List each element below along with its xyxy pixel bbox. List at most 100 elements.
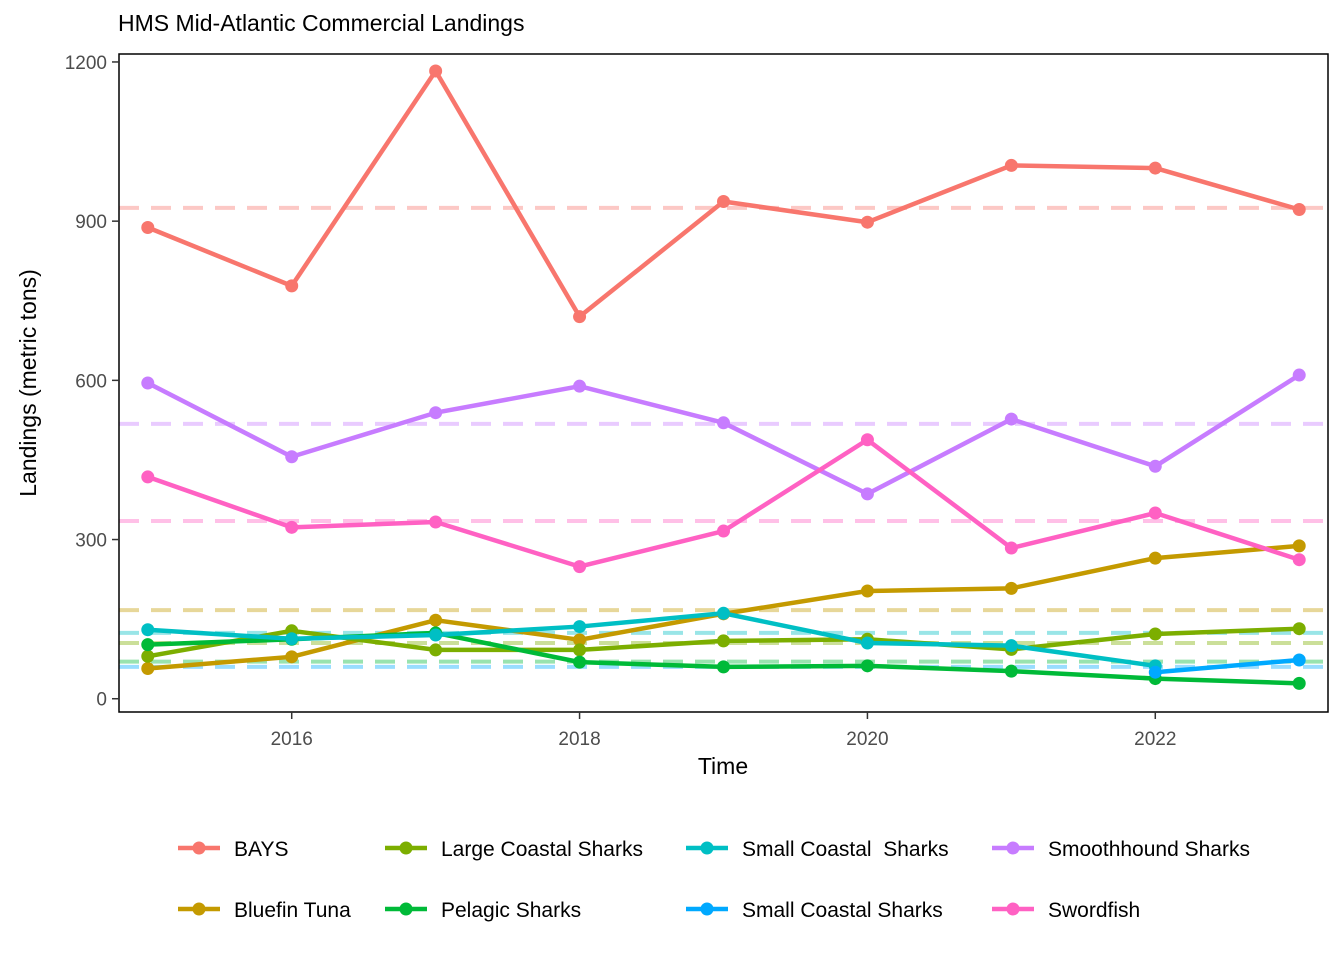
legend-label: Small Coastal Sharks (742, 899, 943, 922)
data-point-small-coastal-sharks-2023 (1292, 653, 1306, 667)
x-tick-label: 2018 (558, 729, 600, 750)
data-point-smoothhound-sharks-2016 (285, 450, 299, 464)
x-tick-label: 2020 (846, 729, 888, 750)
data-point-bluefin-tuna-2015 (141, 661, 155, 675)
data-point-small-coastal-sharks-2015 (141, 623, 155, 637)
data-point-smoothhound-sharks-2015 (141, 376, 155, 390)
data-point-large-coastal-sharks-2015 (141, 649, 155, 663)
series-line-bays-0 (146, 68, 1300, 319)
data-point-small-coastal-sharks-2021 (1004, 639, 1018, 653)
data-point-swordfish-2021 (1004, 541, 1018, 555)
data-point-bluefin-tuna-2023 (1292, 539, 1306, 553)
y-tick-label: 0 (96, 690, 107, 711)
legend-key-point (192, 841, 206, 855)
data-point-smoothhound-sharks-2021 (1004, 412, 1018, 426)
legend-key-point (700, 902, 714, 916)
data-point-large-coastal-sharks-2022 (1148, 627, 1162, 641)
data-point-bluefin-tuna-2018 (573, 633, 587, 647)
legend-label: Smoothhound Sharks (1048, 838, 1250, 861)
data-point-small-coastal-sharks-2016 (285, 632, 299, 646)
legend-label: Large Coastal Sharks (441, 838, 643, 861)
data-point-large-coastal-sharks-2018 (573, 643, 587, 657)
x-axis-title: Time (698, 753, 748, 779)
legend-item-small-coastal-sharks: Small Coastal Sharks (686, 838, 949, 861)
x-axis: 2016 2018 2020 2022 (271, 712, 1176, 750)
series-lines (146, 68, 1301, 686)
data-point-large-coastal-sharks-2017 (429, 643, 443, 657)
data-point-pelagic-sharks-2021 (1004, 664, 1018, 678)
legend-item-pelagic-sharks: Pelagic Sharks (385, 899, 581, 922)
data-point-bays-2015 (141, 221, 155, 235)
legend-item-bays: BAYS (178, 838, 288, 861)
data-point-small-coastal-sharks-2018 (573, 620, 587, 634)
data-point-bays-2021 (1004, 158, 1018, 172)
data-point-swordfish-2018 (573, 560, 587, 574)
data-point-bluefin-tuna-2022 (1148, 551, 1162, 565)
data-point-swordfish-2017 (429, 515, 443, 529)
legend-label: BAYS (234, 838, 288, 861)
data-point-pelagic-sharks-2015 (141, 638, 155, 652)
data-point-bays-2016 (285, 279, 299, 293)
data-point-bluefin-tuna-2021 (1004, 581, 1018, 595)
legend-item-large-coastal-sharks: Large Coastal Sharks (385, 838, 643, 861)
data-point-small-coastal-sharks-2019 (717, 606, 730, 620)
y-tick-label: 600 (75, 371, 107, 392)
data-point-large-coastal-sharks-2023 (1292, 622, 1306, 636)
legend-label: Small Coastal Sharks (742, 838, 949, 861)
data-point-large-coastal-sharks-2019 (717, 634, 730, 648)
plot-panel-border (118, 53, 1329, 713)
legend-key-point (399, 841, 413, 855)
legend-key-point (399, 902, 413, 916)
y-tick-label: 300 (75, 531, 107, 552)
legend-label: Bluefin Tuna (234, 899, 351, 922)
legend-key-point (1006, 841, 1020, 855)
legend: BAYS Large Coastal Sharks Small Coastal Sh… (178, 838, 1250, 922)
data-point-pelagic-sharks-2019 (717, 660, 730, 674)
data-point-small-coastal-sharks-2020 (860, 636, 874, 650)
data-point-bays-2022 (1148, 161, 1162, 175)
data-point-bluefin-tuna-2016 (285, 650, 299, 664)
data-point-bays-2020 (860, 215, 874, 229)
data-point-smoothhound-sharks-2020 (860, 487, 874, 501)
data-point-pelagic-sharks-2023 (1292, 676, 1306, 690)
data-point-swordfish-2020 (860, 433, 874, 447)
data-point-bays-2019 (717, 195, 730, 209)
data-point-bluefin-tuna-2017 (429, 613, 443, 627)
data-point-pelagic-sharks-2018 (573, 655, 587, 669)
data-point-bays-2023 (1292, 202, 1306, 216)
legend-key-point (1006, 902, 1020, 916)
data-point-smoothhound-sharks-2023 (1292, 368, 1306, 382)
legend-label: Pelagic Sharks (441, 899, 581, 922)
legend-label: Swordfish (1048, 899, 1140, 922)
y-tick-label: 900 (75, 212, 107, 233)
x-tick-label: 2022 (1134, 729, 1176, 750)
data-point-swordfish-2015 (141, 470, 155, 484)
series-line-small-coastal-sharks-4 (147, 611, 1156, 669)
legend-item-swordfish: Swordfish (992, 899, 1140, 922)
data-point-bays-2018 (573, 310, 587, 324)
y-axis: 0 300 600 900 1200 (65, 53, 119, 711)
y-tick-label: 1200 (65, 53, 107, 74)
data-point-bluefin-tuna-2020 (860, 584, 874, 598)
series-line-small-coastal-sharks-5 (1155, 657, 1300, 675)
data-point-small-coastal-sharks-2017 (429, 628, 443, 642)
data-point-smoothhound-sharks-2022 (1148, 459, 1162, 473)
legend-item-small-coastal-sharks: Small Coastal Sharks (686, 899, 943, 922)
data-point-smoothhound-sharks-2018 (573, 379, 587, 393)
legend-item-smoothhound-sharks: Smoothhound Sharks (992, 838, 1250, 861)
data-point-swordfish-2023 (1292, 553, 1306, 567)
legend-key-point (700, 841, 714, 855)
legend-key-point (192, 902, 206, 916)
data-point-pelagic-sharks-2020 (860, 659, 874, 673)
data-point-bays-2017 (429, 64, 443, 78)
data-point-smoothhound-sharks-2019 (717, 416, 730, 430)
data-point-swordfish-2022 (1148, 506, 1162, 520)
data-point-swordfish-2019 (717, 524, 730, 538)
y-axis-title: Landings (metric tons) (15, 269, 41, 497)
series-points (141, 64, 1306, 690)
data-point-swordfish-2016 (285, 520, 299, 534)
chart-title: HMS Mid-Atlantic Commercial Landings (118, 10, 525, 36)
data-point-small-coastal-sharks-2022 (1148, 665, 1162, 679)
legend-item-bluefin-tuna: Bluefin Tuna (178, 899, 351, 922)
